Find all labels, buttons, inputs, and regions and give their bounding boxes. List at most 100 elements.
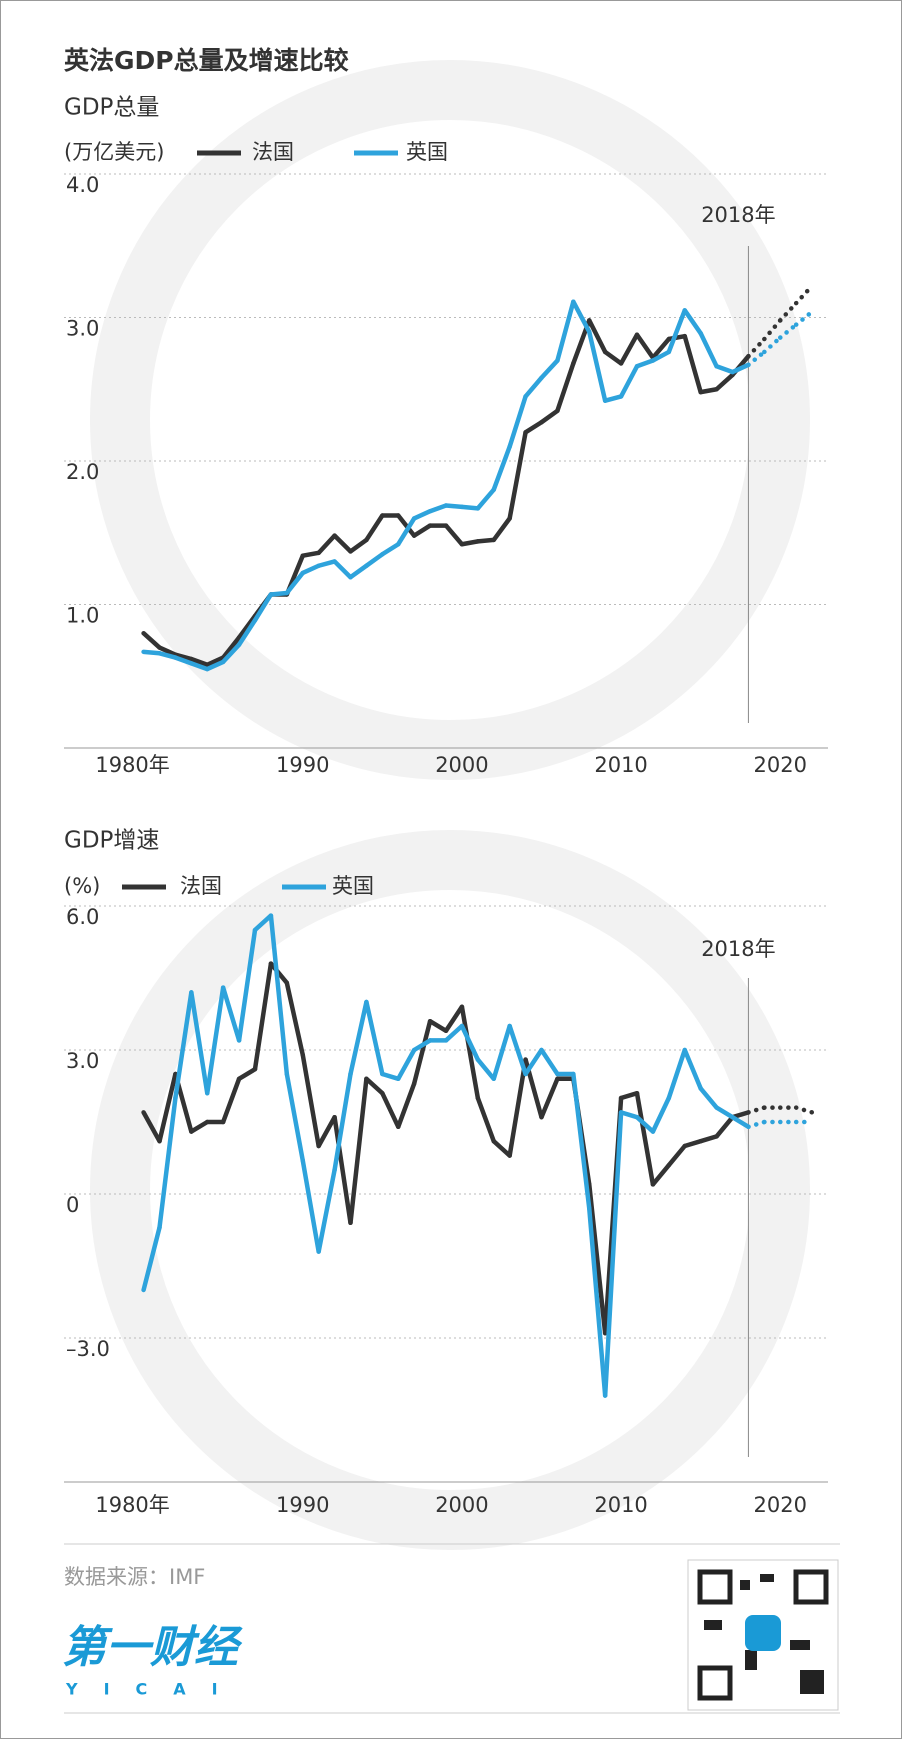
line-segment [698, 331, 719, 369]
line-segment [571, 299, 592, 335]
line-segment [396, 513, 417, 538]
line-segment [618, 364, 640, 399]
x-tick-label: 1980年 [95, 1493, 169, 1517]
line-segment [555, 361, 576, 414]
line-segment [141, 630, 162, 650]
line-segment [539, 408, 560, 425]
x-tick-label: 2000 [435, 1493, 488, 1517]
line-segment [555, 299, 576, 363]
legend-label: 法国 [180, 874, 222, 898]
line-segment [650, 336, 672, 360]
line-segment [316, 559, 337, 569]
line-segment [411, 508, 433, 521]
line-segment [236, 618, 258, 647]
line-segment [427, 503, 449, 514]
unit-label: (%) [64, 874, 100, 898]
x-tick-label: 2020 [754, 753, 807, 777]
line-segment [157, 651, 178, 660]
line-segment [650, 349, 672, 363]
line-segment [173, 652, 194, 662]
line-segment [475, 537, 496, 544]
y-tick-label: 3.0 [66, 1049, 99, 1073]
line-segment [634, 358, 656, 369]
line-segment [587, 1206, 608, 1398]
line-segment [730, 362, 751, 375]
line-segment [205, 985, 226, 1096]
line-segment [205, 659, 226, 672]
line-segment [173, 990, 194, 1101]
y-tick-label: 2.0 [66, 460, 99, 484]
line-segment [587, 329, 608, 403]
line-segment [411, 1018, 433, 1086]
forecast-segment [762, 335, 783, 355]
line-segment [634, 1090, 656, 1187]
x-tick-label: 2000 [435, 753, 488, 777]
line-segment [189, 1119, 210, 1134]
watermark [90, 60, 810, 1550]
line-segment [157, 1071, 178, 1144]
line-segment [141, 1110, 162, 1144]
line-segment [618, 332, 640, 366]
line-segment [459, 1004, 481, 1101]
line-segment [634, 1114, 656, 1134]
legend-label: 英国 [332, 874, 374, 898]
line-segment [682, 333, 703, 395]
line-segment [539, 358, 560, 381]
line-segment [220, 985, 242, 1043]
line-segment [141, 1225, 162, 1293]
x-tick-label: 2010 [594, 1493, 647, 1517]
line-segment [507, 1023, 528, 1077]
line-segment [587, 1182, 608, 1336]
line-segment [491, 1138, 512, 1158]
line-segment [189, 661, 210, 672]
line-segment [475, 487, 496, 511]
line-segment [348, 563, 369, 580]
chart-subtitle: GDP总量 [64, 95, 159, 121]
x-tick-label: 2010 [594, 753, 647, 777]
annotation-label: 2018年 [701, 203, 775, 227]
line-segment [698, 387, 719, 395]
line-segment [284, 1071, 305, 1163]
y-tick-label: 1.0 [66, 604, 99, 628]
line-segment [252, 592, 274, 623]
line-segment [634, 332, 656, 360]
line-segment [141, 649, 162, 656]
forecast-segment [746, 1119, 767, 1130]
line-segment [698, 1134, 719, 1144]
annotation-label: 2018年 [701, 937, 775, 961]
y-tick-label: 4.0 [66, 173, 99, 197]
line-segment [491, 444, 512, 492]
line-segment [714, 364, 735, 375]
line-segment [475, 1095, 496, 1144]
qr-code [687, 1559, 839, 1711]
line-segment [523, 375, 544, 399]
line-segment [396, 1081, 417, 1130]
line-segment [571, 1071, 592, 1211]
line-segment [364, 513, 385, 543]
line-segment [443, 523, 465, 547]
line-segment [236, 1066, 258, 1082]
line-segment [411, 1038, 433, 1053]
line-segment [507, 1057, 528, 1158]
line-segment [443, 1023, 465, 1043]
line-segment [205, 655, 226, 668]
line-segment [714, 372, 735, 392]
x-tick-label: 2020 [754, 1493, 807, 1517]
line-segment [507, 394, 528, 449]
line-segment [189, 990, 210, 1096]
line-segment [443, 1004, 465, 1034]
line-segment [348, 999, 369, 1077]
line-segment [300, 563, 321, 576]
line-segment [459, 504, 481, 511]
line-segment [666, 308, 687, 355]
x-tick-label: 1990 [276, 753, 329, 777]
line-segment [268, 590, 290, 597]
brand-en: YICAI [65, 1680, 244, 1699]
line-segment [348, 537, 369, 554]
line-segment [698, 1086, 719, 1110]
legend-label: 英国 [406, 140, 448, 164]
line-segment [364, 552, 385, 569]
line-segment [332, 533, 353, 554]
line-segment [157, 645, 178, 657]
line-segment [380, 541, 401, 557]
